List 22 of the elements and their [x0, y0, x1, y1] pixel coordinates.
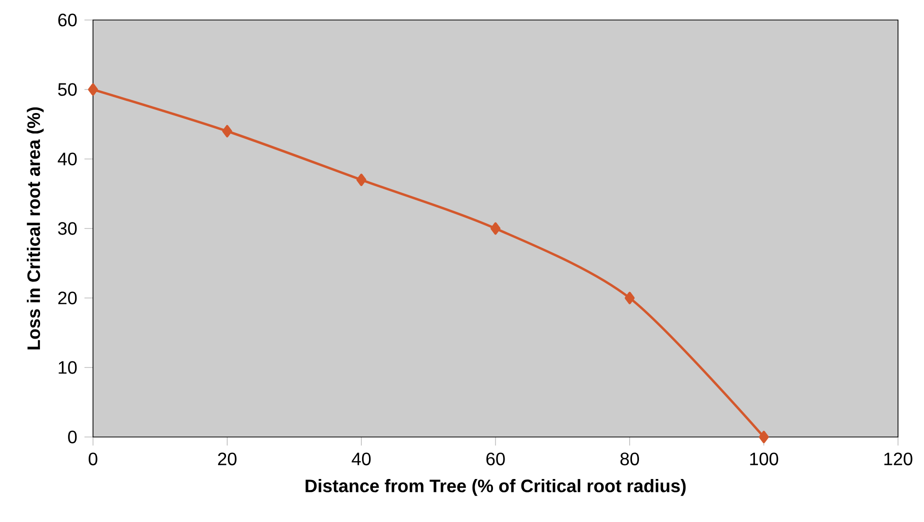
point	[758, 430, 769, 444]
x-tick-label: 100	[750, 452, 778, 466]
y-tick-label: 10	[58, 361, 77, 374]
point	[624, 292, 635, 304]
x-tick-label: 20	[218, 452, 236, 466]
y-tick-label: 0	[68, 430, 77, 444]
y-tick-label: 30	[58, 222, 77, 235]
point	[88, 83, 98, 96]
x-tick-label: 60	[486, 452, 505, 466]
point	[490, 222, 500, 235]
point	[356, 174, 366, 186]
x-tick-label: 0	[88, 452, 98, 466]
y-tick-label: 50	[58, 83, 77, 96]
y-tick-label: 60	[58, 14, 77, 26]
x-axis-title: Distance from Tree (% of Critical root radius)	[306, 479, 686, 496]
y-axis-title: Loss in Critical root area (%)	[26, 107, 44, 350]
y-tick-label: 40	[58, 152, 77, 166]
x-tick-label: 80	[620, 452, 639, 466]
x-tick-label: 40	[352, 452, 371, 466]
point	[222, 124, 232, 138]
y-tick-label: 20	[58, 292, 77, 304]
x-tick-label: 120	[884, 452, 912, 466]
